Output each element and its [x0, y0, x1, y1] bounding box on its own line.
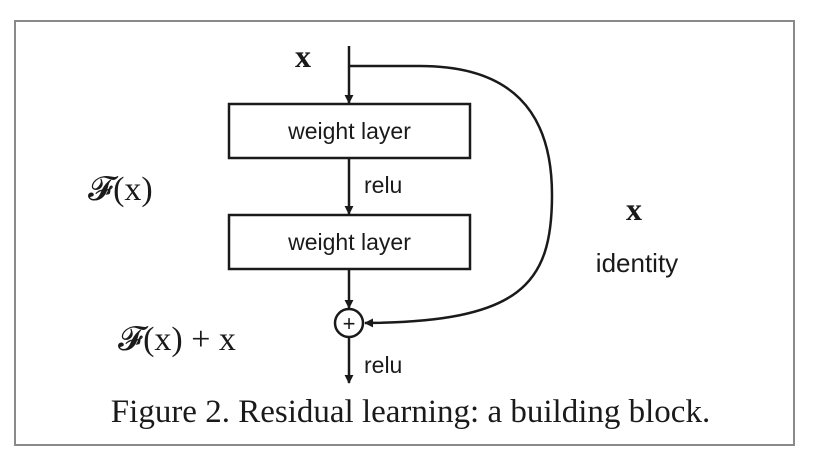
relu-label-1: relu	[364, 172, 402, 198]
sum-label: 𝓕(x) + x	[118, 321, 236, 358]
identity-skip-connection	[349, 64, 554, 328]
skip-sublabel: identity	[596, 248, 678, 278]
skip-label: x	[626, 191, 642, 227]
weight-layer-1-box	[227, 102, 472, 160]
add-icon: +	[343, 311, 356, 336]
figure-frame	[14, 20, 795, 446]
residual-function-label: 𝓕(x)	[88, 171, 153, 208]
weight-layer-1-label: weight layer	[287, 118, 411, 144]
figure-caption: Figure 2. Residual learning: a building …	[110, 394, 711, 430]
weight-layer-2-box	[227, 213, 472, 271]
input-label: x	[295, 38, 311, 74]
relu-label-2: relu	[364, 352, 402, 378]
weight-layer-2-label: weight layer	[287, 229, 411, 255]
